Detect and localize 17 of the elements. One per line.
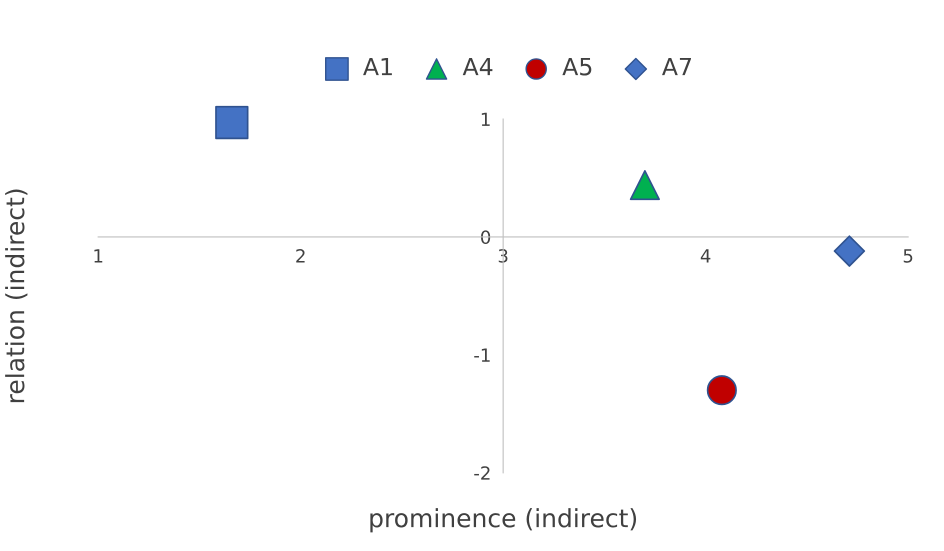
point [215, 106, 248, 140]
x-axis-title: prominence (indirect) [370, 508, 636, 532]
y-tick-label: 1 [482, 112, 490, 126]
x-tick-label: 4 [700, 249, 710, 262]
legend-label: A4 [462, 58, 492, 76]
point [706, 375, 737, 406]
x-tick-label: 1 [94, 249, 102, 262]
legend-label: A1 [363, 58, 392, 76]
y-tick-label: -1 [474, 348, 490, 362]
y-axis-title: relation (indirect) [5, 190, 28, 402]
point [630, 170, 660, 200]
x-tick-label: 5 [904, 249, 912, 263]
y-tick-label: -2 [474, 466, 490, 480]
legend-label: A7 [662, 58, 691, 76]
x-tick-label: 2 [296, 249, 305, 262]
legend-label: A5 [562, 58, 592, 76]
point [834, 235, 866, 267]
